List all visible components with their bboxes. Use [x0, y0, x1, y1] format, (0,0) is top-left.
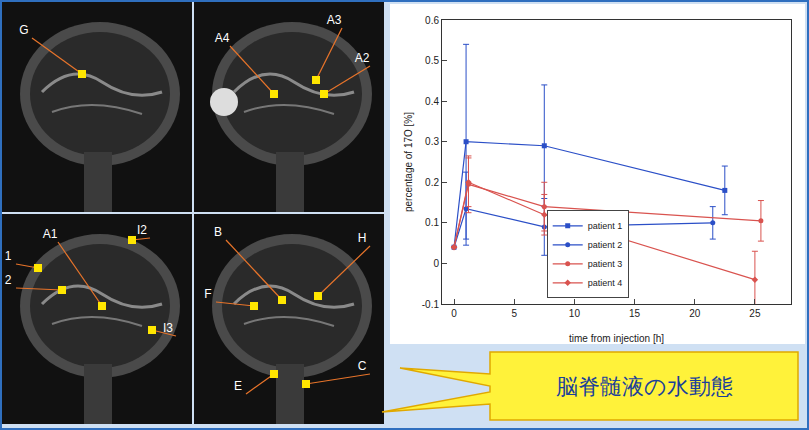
svg-text:0: 0: [451, 308, 457, 319]
svg-text:percentage of 17O [%]: percentage of 17O [%]: [403, 112, 414, 212]
svg-text:0.4: 0.4: [425, 96, 439, 107]
svg-text:10: 10: [569, 308, 581, 319]
svg-text:0.3: 0.3: [425, 136, 439, 147]
svg-text:0.2: 0.2: [425, 177, 439, 188]
svg-text:I2: I2: [137, 223, 147, 237]
svg-text:A2: A2: [355, 51, 370, 65]
svg-text:0.6: 0.6: [425, 15, 439, 26]
svg-text:25: 25: [749, 308, 761, 319]
svg-text:0: 0: [433, 258, 439, 269]
svg-text:1: 1: [5, 249, 12, 263]
svg-text:H: H: [358, 231, 367, 245]
svg-text:15: 15: [629, 308, 641, 319]
svg-text:脳脊髄液の水動態: 脳脊髄液の水動態: [556, 374, 733, 399]
svg-text:A3: A3: [327, 13, 342, 27]
svg-text:A4: A4: [215, 31, 230, 45]
svg-text:I3: I3: [163, 321, 173, 335]
svg-text:B: B: [214, 225, 222, 239]
svg-text:5: 5: [511, 308, 517, 319]
svg-text:patient 1: patient 1: [588, 221, 623, 231]
svg-text:G: G: [19, 23, 28, 37]
svg-text:F: F: [204, 287, 211, 301]
svg-text:2: 2: [5, 273, 12, 287]
svg-text:patient 4: patient 4: [588, 278, 623, 288]
svg-text:patient 3: patient 3: [588, 259, 623, 269]
svg-text:time from injection [h]: time from injection [h]: [569, 333, 664, 344]
svg-text:patient 2: patient 2: [588, 240, 623, 250]
svg-text:0.1: 0.1: [425, 217, 439, 228]
svg-text:0.5: 0.5: [425, 55, 439, 66]
svg-text:-0.1: -0.1: [422, 299, 440, 310]
svg-text:20: 20: [689, 308, 701, 319]
svg-text:E: E: [234, 379, 242, 393]
svg-text:C: C: [358, 359, 367, 373]
svg-text:A1: A1: [43, 227, 58, 241]
